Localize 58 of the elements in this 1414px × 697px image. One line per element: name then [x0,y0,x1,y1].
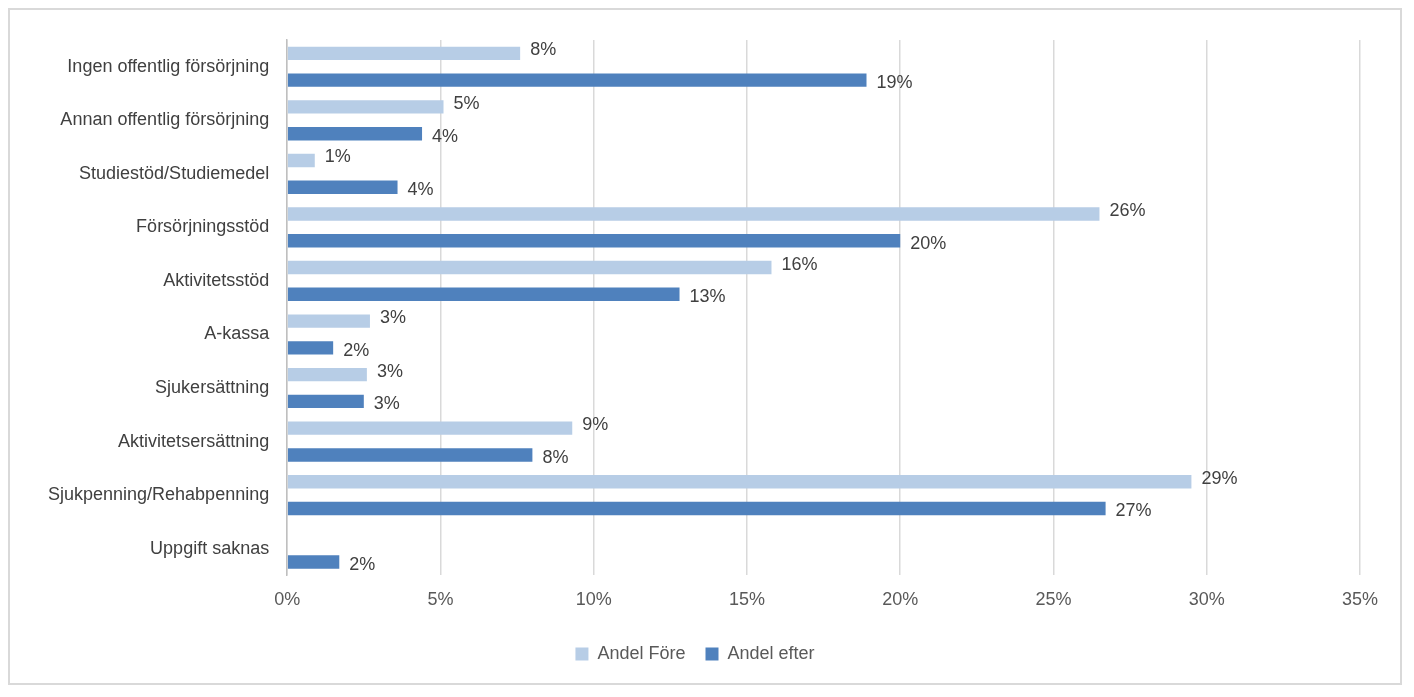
data-label: 3% [376,360,403,381]
bar [287,394,364,409]
bar [287,555,340,569]
bar [287,127,423,141]
y-tick-label: Sjukersättning [155,376,270,397]
bar [287,287,680,302]
x-tick-label: 5% [427,589,454,610]
x-tick-label: 20% [882,589,919,610]
data-label: 1% [324,146,351,167]
data-label: 13% [689,286,726,307]
data-label: 2% [343,339,370,360]
data-label: 16% [781,253,818,274]
data-label: 20% [910,232,947,253]
bar [287,448,533,462]
data-label: 2% [349,553,376,574]
x-tick-label: 15% [728,589,765,610]
data-label: 19% [876,72,913,93]
y-tick-label: Studiestöd/Studiemedel [79,162,270,183]
data-label: 27% [1115,500,1152,521]
data-label: 5% [453,92,480,113]
bar [287,234,901,248]
x-tick-label: 0% [274,589,301,610]
legend-label: Andel Före [597,642,686,663]
data-label: 29% [1201,467,1238,488]
data-label: 4% [432,125,459,146]
bar [287,260,772,275]
bar [287,46,521,61]
y-tick-label: Uppgift saknas [150,537,270,558]
y-tick-label: Annan offentlig försörjning [60,109,270,130]
bar [287,314,370,328]
bar [287,501,1106,516]
x-tick-label: 35% [1341,589,1379,610]
bar [287,73,867,87]
y-tick-label: Aktivitetsersättning [118,430,270,451]
y-tick-label: A-kassa [204,323,271,344]
bar [287,100,444,114]
data-label: 3% [373,393,400,414]
legend-label: Andel efter [727,642,815,663]
y-tick-label: Aktivitetsstöd [163,269,270,290]
bar [287,207,1100,221]
x-tick-label: 30% [1188,589,1225,610]
data-label: 8% [542,446,569,467]
data-label: 9% [582,414,609,435]
y-tick-label: Sjukpenning/Rehabpenning [48,484,270,505]
bar [287,475,1192,489]
data-label: 26% [1109,199,1146,220]
y-tick-label: Ingen offentlig försörjning [67,55,270,76]
bar [287,421,573,435]
bar [287,341,334,355]
bar [287,367,367,382]
bar [287,153,315,168]
x-tick-label: 10% [575,589,612,610]
data-label: 4% [407,179,434,200]
data-label: 8% [530,39,557,60]
data-label: 3% [379,307,406,328]
bar [287,180,398,194]
x-tick-label: 25% [1035,589,1072,610]
y-tick-label: Försörjningsstöd [136,216,270,237]
